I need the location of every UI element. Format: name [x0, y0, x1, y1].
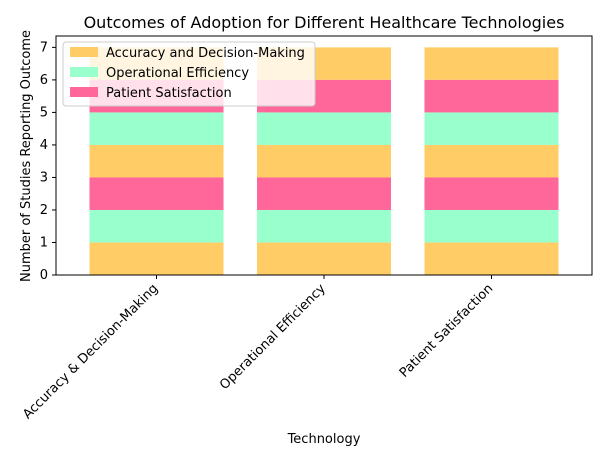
y-tick-label-0: 0	[40, 268, 48, 283]
y-tick-label-6: 6	[40, 73, 48, 88]
legend: Accuracy and Decision-Making Operational …	[62, 41, 316, 107]
bar-segment-s0-c1-0	[257, 242, 391, 275]
bar-segment-s1-c0-0	[89, 209, 224, 243]
legend-swatch-2	[70, 87, 98, 97]
bar-segment-s0-c2-1	[424, 144, 559, 178]
y-tick-label-7: 7	[40, 40, 48, 55]
x-axis-label: Technology	[287, 432, 361, 447]
chart-title: Outcomes of Adoption for Different Healt…	[84, 13, 565, 32]
legend-swatch-1	[70, 67, 98, 77]
y-tick-label-3: 3	[40, 170, 48, 185]
bar-segment-s0-c2-2	[424, 47, 559, 80]
legend-box	[62, 41, 316, 107]
legend-swatch-0	[70, 47, 98, 57]
x-tick-label-0: Accuracy & Decision-Making	[20, 281, 161, 422]
legend-label-1: Operational Efficiency	[106, 66, 249, 81]
bar-segment-s1-c1-0	[257, 209, 391, 243]
bar-segment-s2-c1-0	[257, 177, 391, 210]
bar-segment-s2-c2-1	[424, 79, 559, 113]
y-tick-label-2: 2	[40, 203, 48, 218]
bar-segment-s1-c1-1	[257, 112, 391, 145]
bars-layer	[89, 47, 559, 275]
bar-segment-s0-c0-1	[89, 144, 224, 178]
bar-segment-s1-c2-0	[424, 209, 559, 243]
legend-label-0: Accuracy and Decision-Making	[106, 46, 305, 61]
y-tick-label-1: 1	[40, 235, 48, 250]
bar-segment-s0-c0-0	[89, 242, 224, 275]
y-tick-label-5: 5	[40, 105, 48, 120]
bar-segment-s0-c1-1	[257, 144, 391, 178]
bar-segment-s0-c2-0	[424, 242, 559, 275]
x-tick-label-1: Operational Efficiency	[217, 281, 329, 393]
bar-segment-s2-c0-0	[89, 177, 224, 210]
legend-label-2: Patient Satisfaction	[106, 86, 232, 101]
bar-segment-s1-c2-1	[424, 112, 559, 145]
y-axis-label: Number of Studies Reporting Outcome	[19, 30, 34, 282]
bar-segment-s2-c2-0	[424, 177, 559, 210]
x-tick-label-2: Patient Satisfaction	[397, 281, 496, 380]
bar-segment-s1-c0-1	[89, 112, 224, 145]
y-tick-label-4: 4	[40, 138, 48, 153]
